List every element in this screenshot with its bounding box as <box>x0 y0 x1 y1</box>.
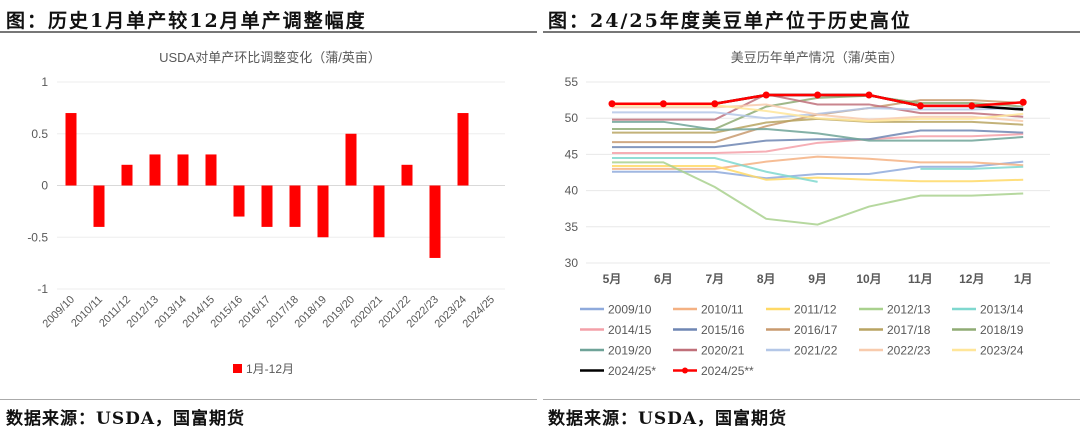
bar <box>261 185 273 227</box>
y-tick-label: 55 <box>565 75 579 89</box>
y-tick-label: 50 <box>565 111 579 125</box>
series-marker <box>916 102 924 110</box>
legend-label: 2012/13 <box>887 303 931 317</box>
legend-label: 2019/20 <box>608 344 652 358</box>
series-line <box>612 103 1024 123</box>
right-source: 数据来源：USDA，国富期货 <box>548 409 788 429</box>
series-line <box>612 104 1024 123</box>
series-line <box>612 160 1024 180</box>
legend-label: 2015/16 <box>701 323 745 337</box>
bar <box>401 164 413 186</box>
left-source: 数据来源：USDA，国富期货 <box>6 409 246 429</box>
legend-label: 2024/25** <box>701 364 754 378</box>
left-title-rule <box>0 31 537 33</box>
bar <box>233 185 245 217</box>
bar <box>65 113 77 186</box>
series-marker <box>865 91 873 99</box>
legend-label: 2022/23 <box>887 344 931 358</box>
legend-marker <box>682 367 688 374</box>
series-line <box>612 133 1024 154</box>
y-tick-label: 0 <box>41 179 48 193</box>
bar <box>373 185 385 238</box>
legend-label: 2023/24 <box>980 344 1024 358</box>
series-marker <box>608 100 616 108</box>
series-line <box>612 164 1024 183</box>
line-chart-title: 美豆历年单产情况（蒲/英亩） <box>731 50 904 65</box>
y-tick-label: 45 <box>565 147 579 161</box>
bar <box>205 154 217 186</box>
left-bottom-rule <box>0 399 537 400</box>
series-line <box>612 157 1024 183</box>
y-tick-label: 1 <box>41 75 48 89</box>
bar <box>177 154 189 186</box>
x-tick-label: 5月 <box>603 272 622 286</box>
series-line <box>612 161 1024 226</box>
series-marker <box>711 100 719 108</box>
bar <box>121 164 133 186</box>
bar-chart: USDA对单产环比调整变化（蒲/英亩） 10.50-0.5-12009/1020… <box>27 50 505 376</box>
legend-swatch <box>233 364 242 373</box>
bar <box>93 185 105 227</box>
y-tick-label: 30 <box>565 256 579 270</box>
line-chart: 美豆历年单产情况（蒲/英亩） 55 50 45 40 35 30 5月 6月 7月 8月 9月 10月… <box>565 50 1050 378</box>
x-tick-label: 9月 <box>808 272 827 286</box>
right-bottom-rule <box>543 399 1080 400</box>
series-line <box>612 120 1024 142</box>
x-tick-label: 11月 <box>908 272 933 286</box>
legend-label: 2024/25* <box>608 364 656 378</box>
series-marker <box>814 91 822 99</box>
y-tick-label: 0.5 <box>31 127 48 141</box>
series-line <box>612 129 1024 149</box>
legend-label: 2009/10 <box>608 303 652 317</box>
y-tick-label: -0.5 <box>27 230 48 244</box>
legend-label: 2010/11 <box>701 303 744 317</box>
x-tick-label: 1月 <box>1014 272 1033 286</box>
legend-label: 2020/21 <box>701 344 745 358</box>
legend-label: 2021/22 <box>794 344 838 358</box>
bar <box>149 154 161 186</box>
series-line <box>612 155 1024 170</box>
bar <box>457 113 469 186</box>
legend-label: 2013/14 <box>980 303 1024 317</box>
legend-label: 2017/18 <box>887 323 931 337</box>
legend-label: 1月-12月 <box>246 362 294 376</box>
x-tick-label: 6月 <box>654 272 673 286</box>
right-title-rule <box>543 31 1080 33</box>
series-marker <box>1019 98 1027 106</box>
x-tick-label: 8月 <box>757 272 776 286</box>
x-tick-label: 7月 <box>705 272 724 286</box>
series-line <box>612 93 1024 121</box>
series-marker <box>968 102 976 110</box>
bar <box>429 185 441 258</box>
left-figure-title: 图：历史1月单产较12月单产调整幅度 <box>6 10 367 32</box>
right-figure-title: 图：24/25年度美豆单产位于历史高位 <box>548 10 912 32</box>
bar <box>317 185 329 238</box>
y-tick-label: 40 <box>565 184 579 198</box>
y-tick-label: -1 <box>37 282 48 296</box>
x-tick-label: 12月 <box>959 272 984 286</box>
legend-label: 2011/12 <box>794 303 837 317</box>
series-marker <box>762 91 770 99</box>
bar-chart-title: USDA对单产环比调整变化（蒲/英亩） <box>159 50 381 65</box>
bar <box>289 185 301 227</box>
x-tick-label: 10月 <box>856 272 881 286</box>
bar <box>345 133 357 186</box>
y-tick-label: 35 <box>565 220 579 234</box>
legend-label: 2014/15 <box>608 323 652 337</box>
legend-label: 2016/17 <box>794 323 838 337</box>
legend-label: 2018/19 <box>980 323 1024 337</box>
series-marker <box>659 100 667 108</box>
